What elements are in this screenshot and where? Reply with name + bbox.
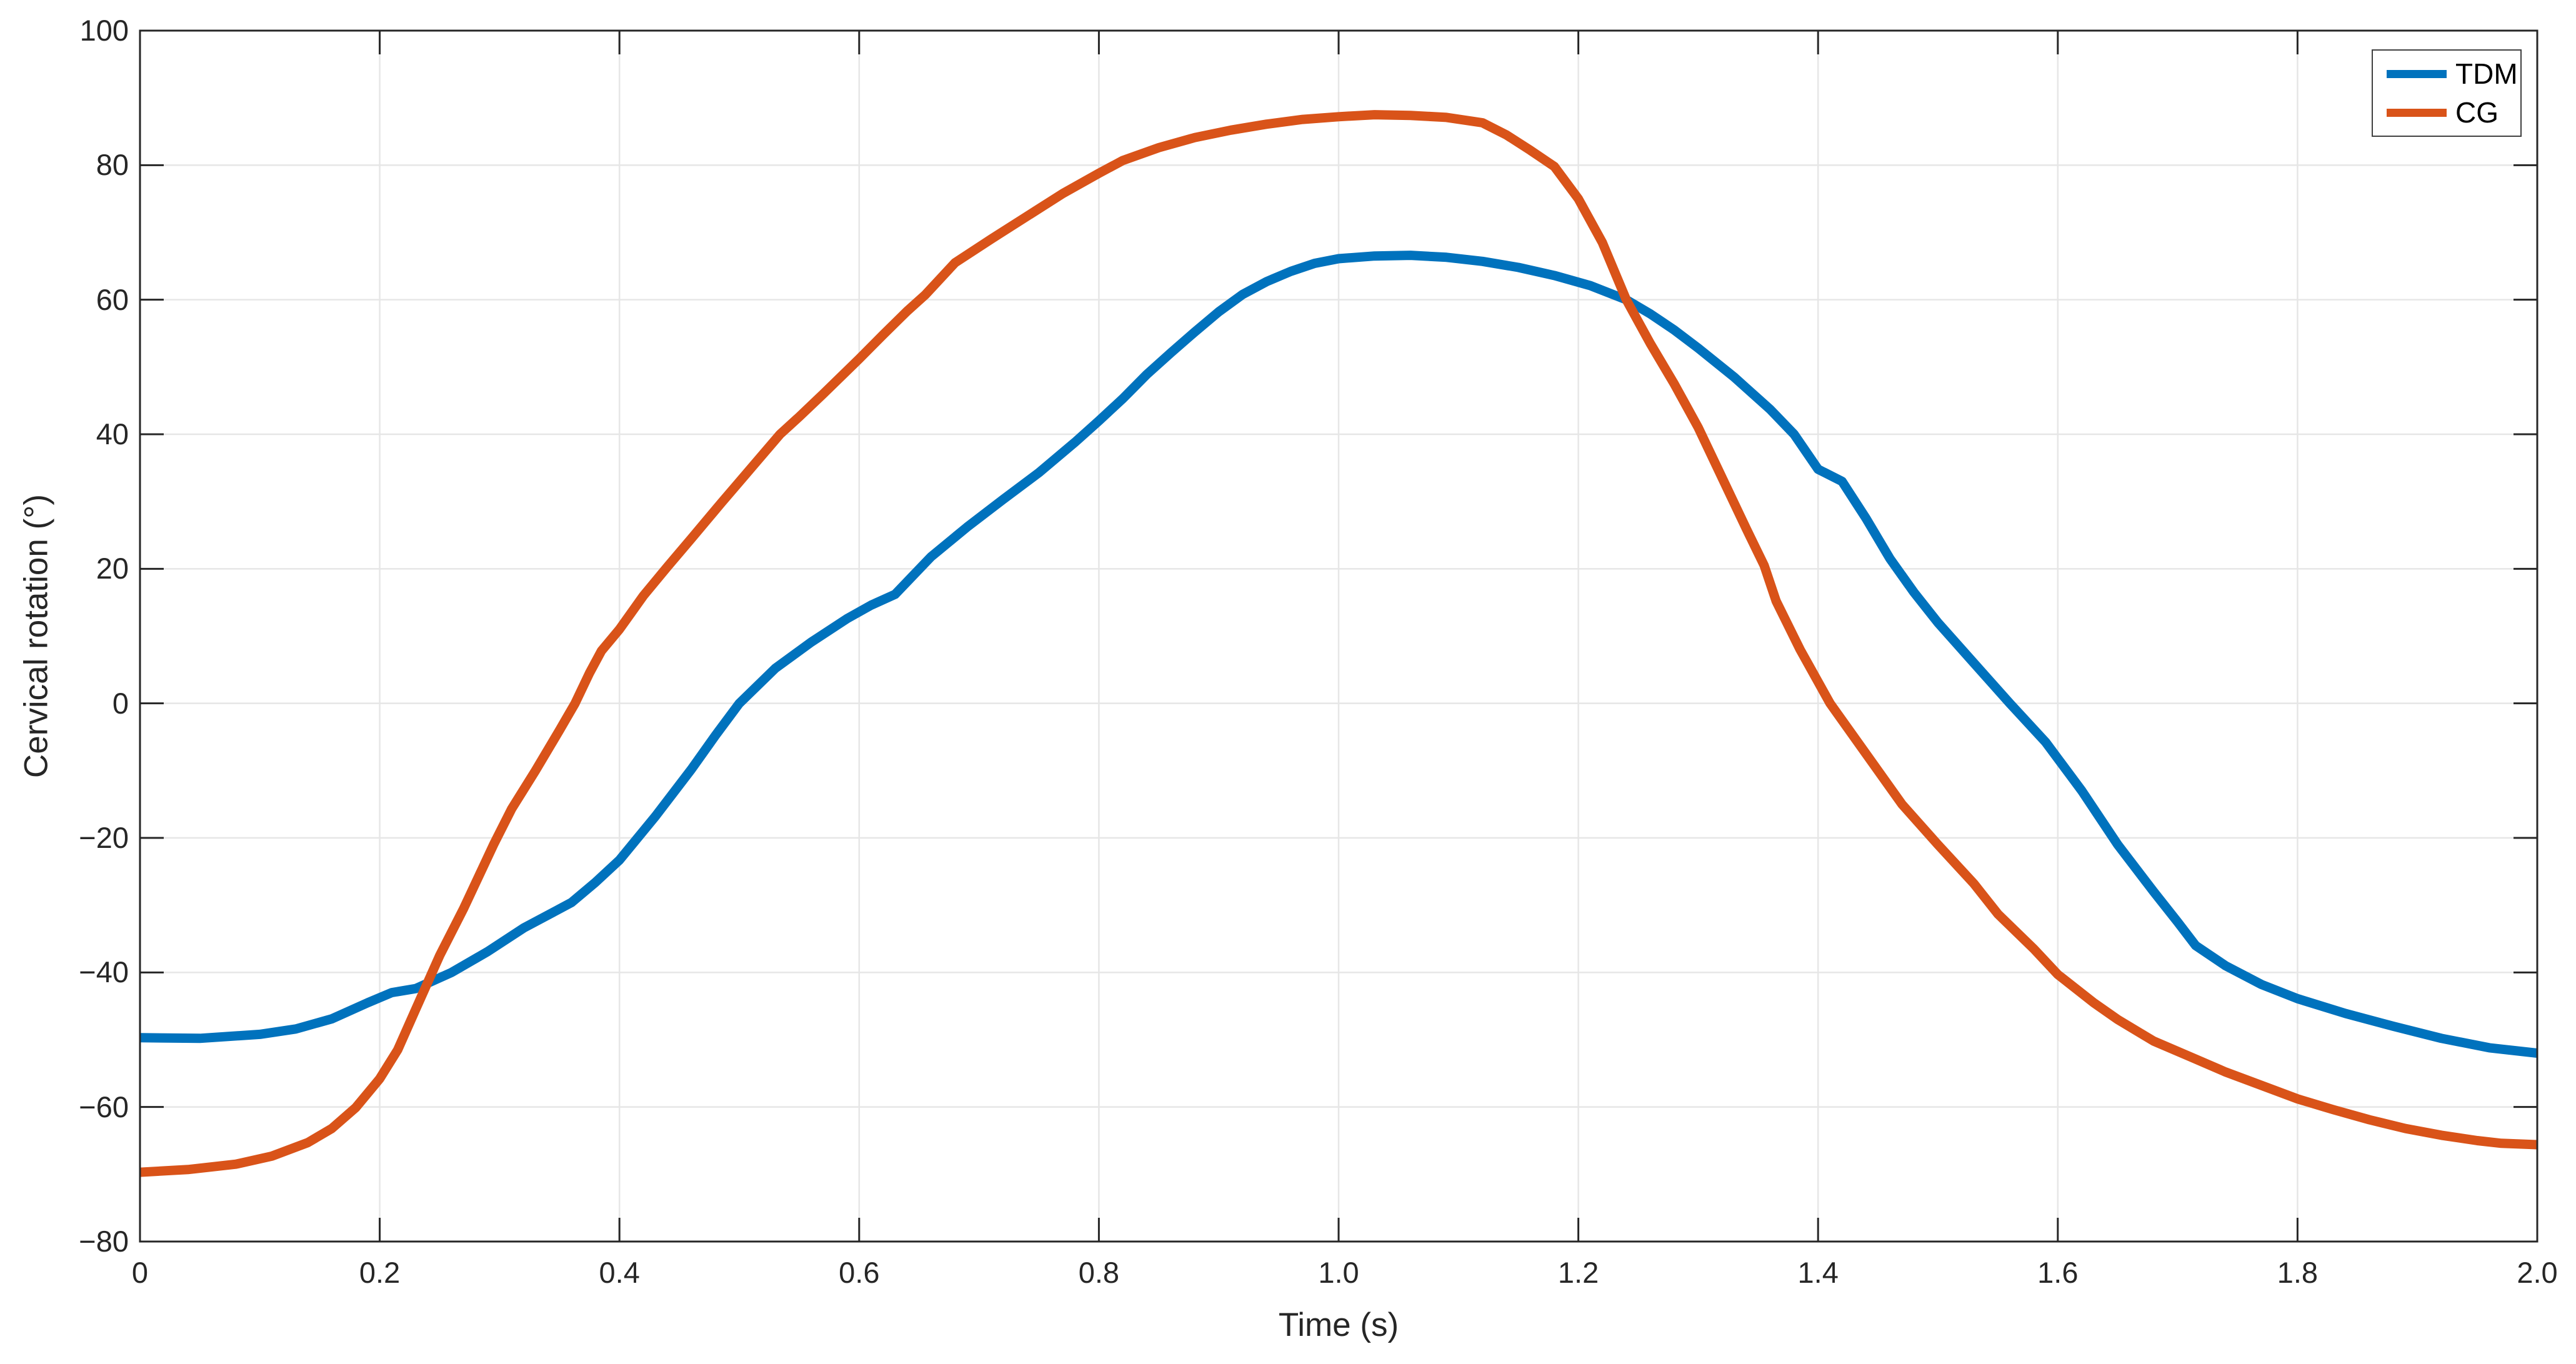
x-tick-label: 1.4 (1797, 1256, 1839, 1289)
x-tick-label: 1.0 (1318, 1256, 1359, 1289)
legend-line-sample-cg (2387, 108, 2447, 117)
y-tick-label: −80 (79, 1225, 129, 1258)
y-tick-label: 100 (79, 14, 129, 47)
legend: TDM CG (2372, 49, 2522, 137)
y-tick-label: 80 (96, 148, 129, 182)
legend-label-tdm: TDM (2455, 57, 2518, 90)
legend-label-cg: CG (2455, 96, 2499, 129)
legend-entry-tdm: TDM (2387, 58, 2520, 89)
x-tick-label: 0.2 (359, 1256, 401, 1289)
y-tick-label: −60 (79, 1090, 129, 1123)
x-tick-label: 0.6 (839, 1256, 880, 1289)
y-tick-label: 40 (96, 417, 129, 451)
legend-entry-cg: CG (2387, 97, 2520, 128)
y-tick-label: −40 (79, 955, 129, 989)
x-tick-label: 1.2 (1557, 1256, 1599, 1289)
y-axis-label: Cervical rotation (°) (17, 494, 55, 779)
x-tick-label: 0.8 (1078, 1256, 1120, 1289)
x-tick-label: 1.6 (2037, 1256, 2079, 1289)
y-tick-label: 0 (112, 686, 129, 720)
y-tick-label: −20 (79, 821, 129, 854)
x-tick-label: 2.0 (2517, 1256, 2558, 1289)
y-tick-label: 20 (96, 552, 129, 585)
x-tick-label: 0 (131, 1256, 149, 1289)
legend-line-sample-tdm (2387, 69, 2447, 78)
x-axis-label: Time (s) (1278, 1307, 1399, 1343)
x-tick-label: 0.4 (599, 1256, 640, 1289)
y-tick-label: 60 (96, 282, 129, 316)
x-tick-label: 1.8 (2277, 1256, 2319, 1289)
